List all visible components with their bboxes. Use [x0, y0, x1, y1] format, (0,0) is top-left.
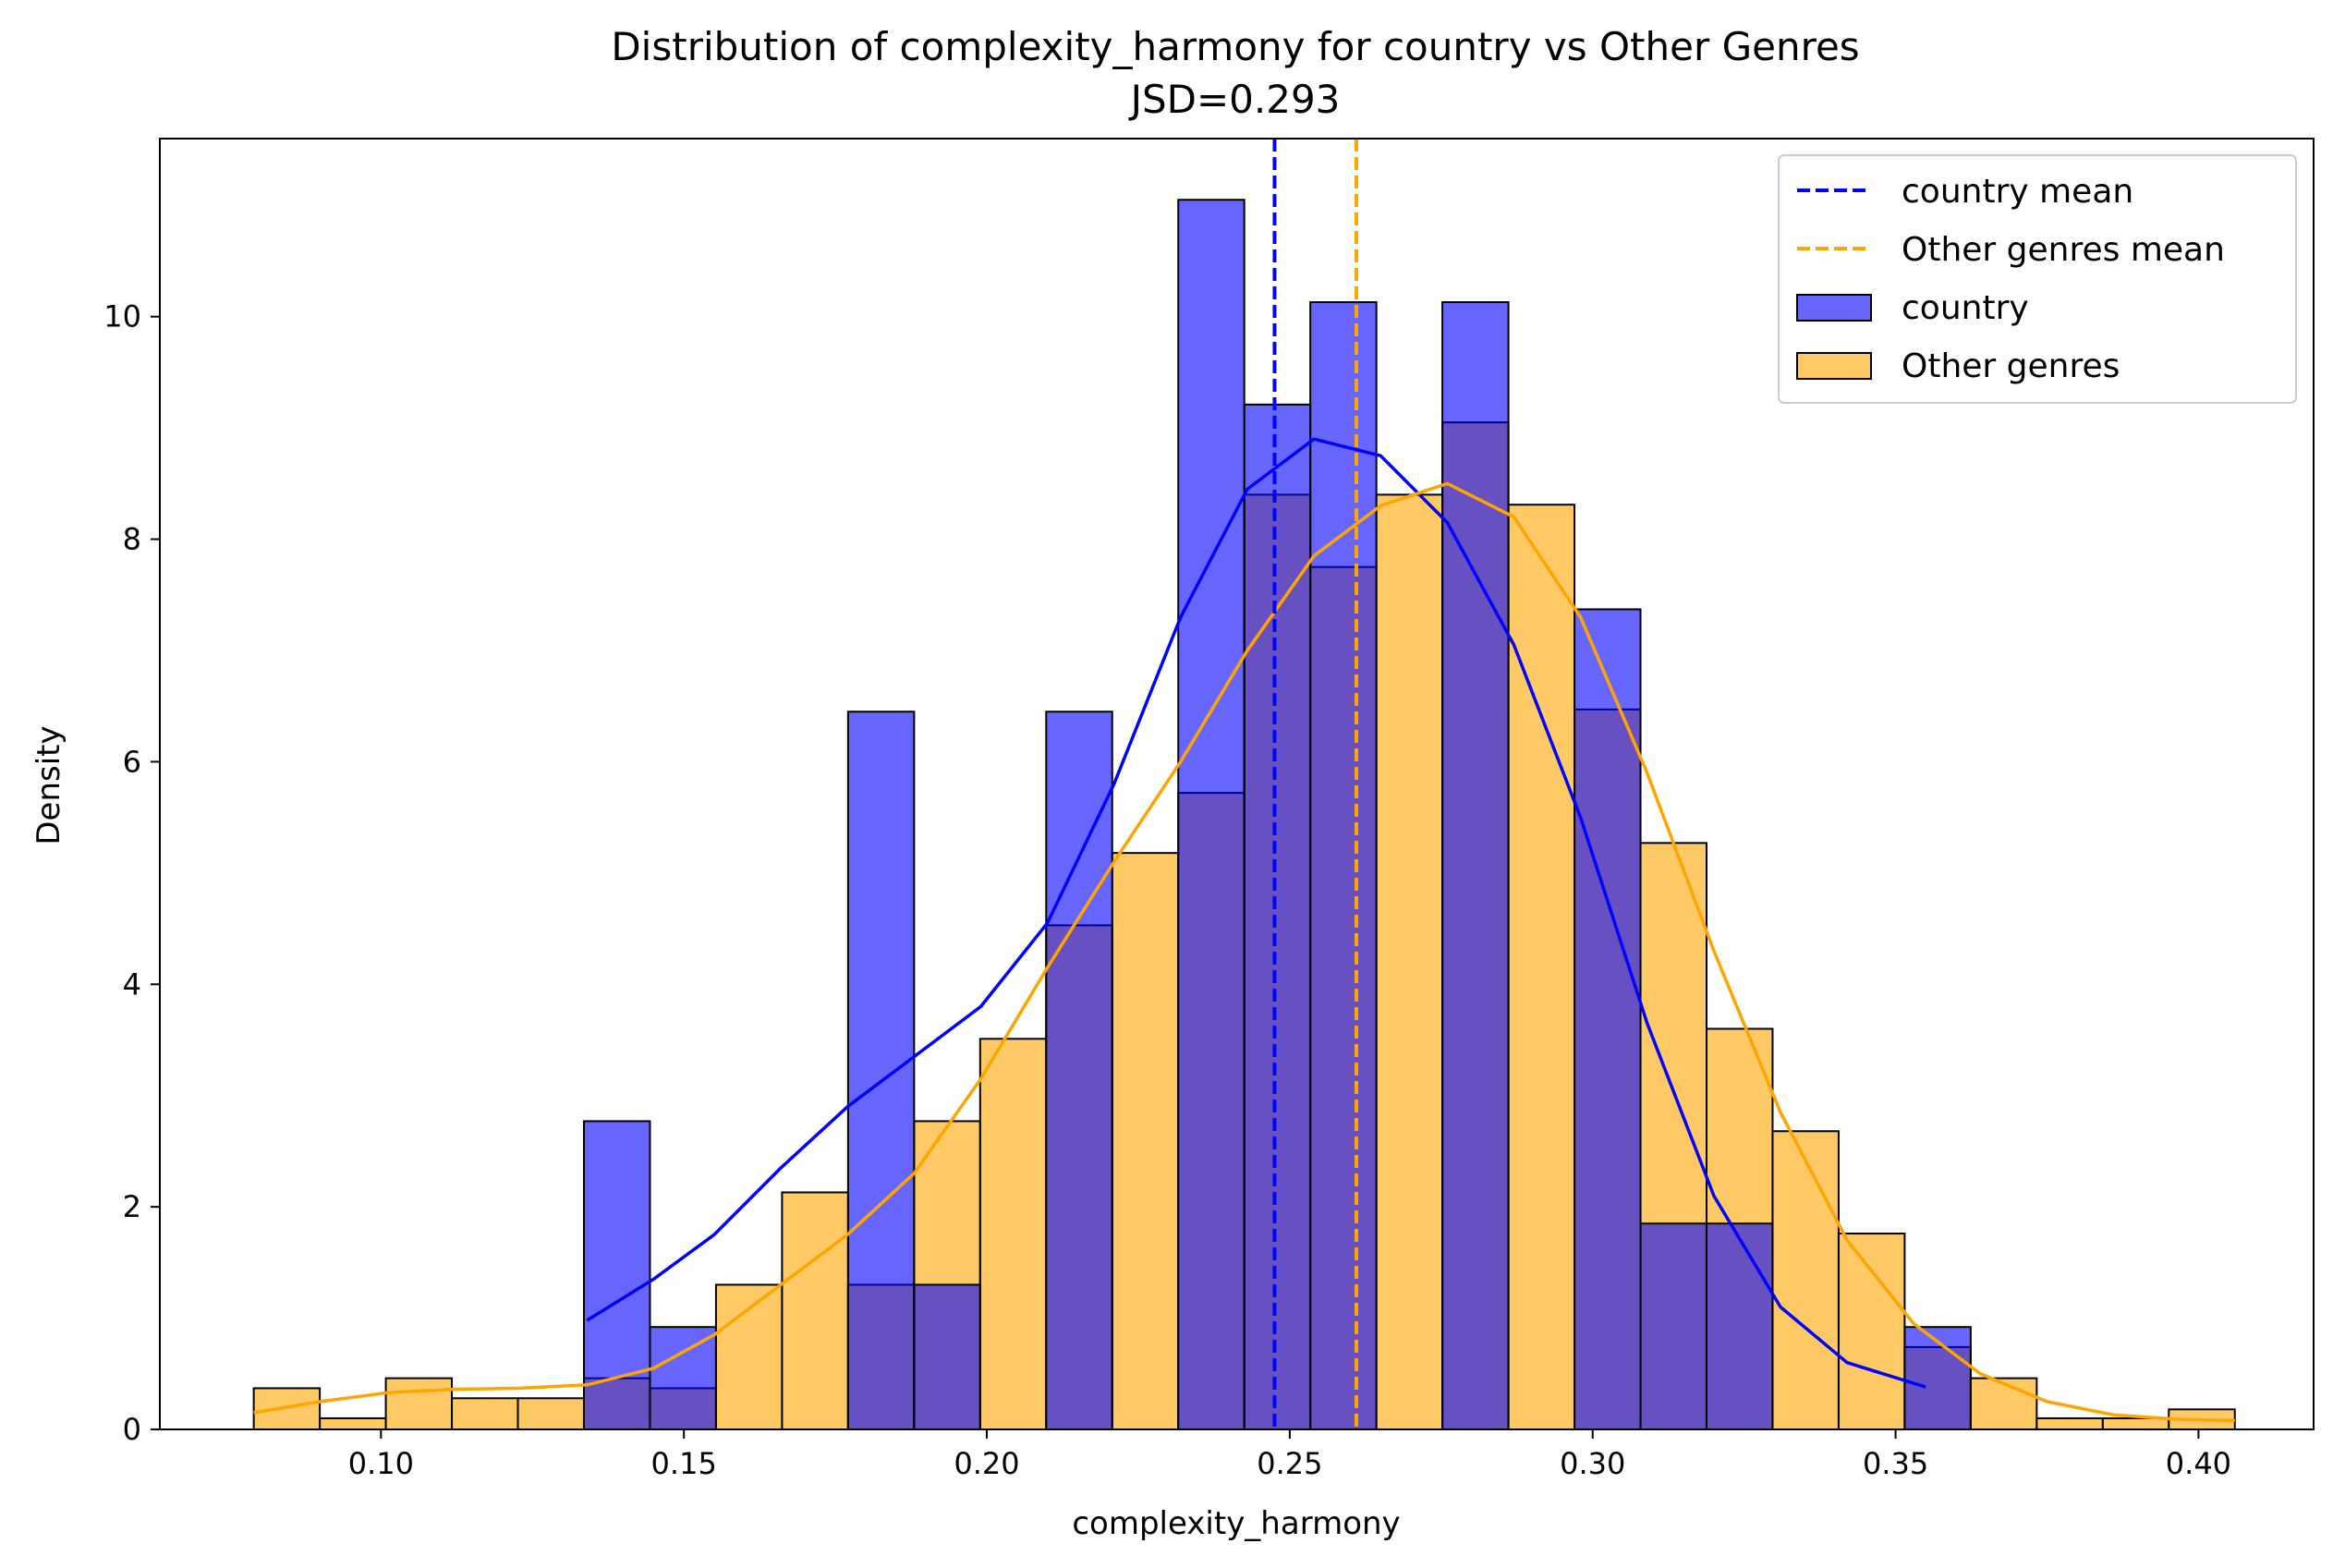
- y-axis-label: Density: [30, 725, 67, 845]
- other-genres-bar: [714, 1283, 784, 1431]
- country-bar: [913, 1283, 981, 1431]
- x-tick-label: 0.25: [1257, 1446, 1322, 1481]
- country-bar: [1705, 1222, 1774, 1431]
- legend-frame: [1778, 154, 2297, 404]
- legend-country-label: country: [1902, 289, 2029, 327]
- other-genres-bar: [978, 1038, 1048, 1431]
- country-bar: [1574, 608, 1642, 1430]
- country-bar: [1309, 301, 1378, 1431]
- y-tick-label: 8: [123, 522, 141, 557]
- x-tick-label: 0.20: [954, 1446, 1019, 1481]
- country-bar: [1903, 1326, 1972, 1431]
- legend-other-swatch: [1796, 352, 1872, 380]
- country-bar: [1177, 199, 1245, 1431]
- other-genres-bar: [2101, 1416, 2170, 1431]
- country-bar: [1045, 711, 1113, 1430]
- other-genres-bar: [1771, 1130, 1840, 1431]
- chart-title: Distribution of complexity_harmony for c…: [611, 24, 1859, 69]
- other-genres-bar: [2035, 1416, 2104, 1431]
- legend-country-swatch: [1796, 294, 1872, 322]
- country-bar: [1639, 1222, 1707, 1431]
- x-tick-label: 0.40: [2166, 1446, 2231, 1481]
- other-genres-bar: [781, 1191, 849, 1431]
- y-tick-label: 6: [123, 744, 141, 779]
- x-tick-label: 0.10: [348, 1446, 414, 1481]
- kde-curves: [253, 437, 2235, 1423]
- x-tick-label: 0.15: [651, 1446, 717, 1481]
- legend: country mean Other genres mean country O…: [1778, 154, 2297, 404]
- y-tick-label: 10: [103, 299, 141, 334]
- legend-other-label: Other genres: [1902, 347, 2120, 385]
- other-genres-kde-line: [253, 481, 2235, 1423]
- y-axis-ticks: 0 2 4 6 8 10: [103, 299, 160, 1447]
- chart-subtitle: JSD=0.293: [1128, 77, 1341, 122]
- y-tick-label: 0: [123, 1412, 141, 1447]
- x-tick-label: 0.30: [1560, 1446, 1625, 1481]
- legend-country-mean-label: country mean: [1902, 173, 2133, 211]
- other-genres-bar: [319, 1416, 387, 1431]
- other-genres-bar: [516, 1397, 585, 1430]
- country-kde-line: [586, 437, 1926, 1389]
- other-genres-bar: [1375, 493, 1444, 1430]
- y-tick-label: 2: [123, 1189, 141, 1224]
- other-genres-bar: [1111, 852, 1180, 1430]
- mean-lines: [1272, 139, 1358, 1429]
- other-genres-bar: [1969, 1377, 2038, 1430]
- country-bar: [649, 1326, 717, 1431]
- country-bar: [1243, 403, 1312, 1430]
- legend-other-mean-label: Other genres mean: [1902, 231, 2225, 269]
- other-genres-bar: [384, 1377, 454, 1430]
- x-axis-ticks: 0.10 0.15 0.20 0.25 0.30 0.35 0.40: [348, 1429, 2231, 1481]
- country-bar: [846, 711, 916, 1430]
- country-bar: [1441, 301, 1510, 1431]
- x-tick-label: 0.35: [1863, 1446, 1928, 1481]
- x-axis-label: complexity_harmony: [1072, 1505, 1400, 1542]
- plot-frame: [159, 138, 2315, 1430]
- other-genres-bar: [451, 1397, 519, 1430]
- other-genres-bar: [1837, 1233, 1906, 1430]
- other-genres-bar: [1507, 504, 1576, 1430]
- y-tick-label: 4: [123, 966, 141, 1002]
- country-bars: [582, 199, 1972, 1431]
